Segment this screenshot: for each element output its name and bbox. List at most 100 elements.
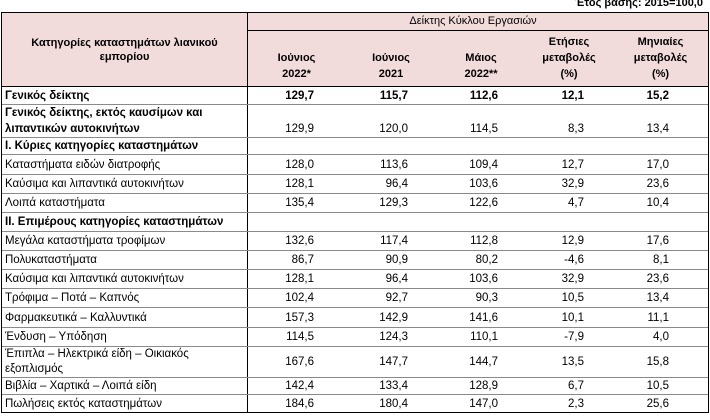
row-label: Πολυκαταστήματα (5, 254, 97, 266)
row-label-cell: Λοιπά καταστήματα (2, 194, 248, 212)
cell-may-2022: 103,6 (469, 273, 498, 285)
header-col-june-2021: Ιούνιος 2021 (345, 31, 437, 86)
empty-cell (437, 213, 525, 231)
row-label: Έπιπλα – Ηλεκτρικά είδη – Οικιακός εξοπλ… (5, 348, 189, 375)
table-row: Καταστήματα ειδών διατροφής 128,0 113,6 … (2, 155, 708, 175)
header-col-line: Ιούνιος (277, 52, 316, 64)
row-label-cell: Γενικός δείκτης, εκτός καυσίμων και λιπα… (2, 105, 248, 137)
header-col-line: Ετήσιες (548, 36, 590, 48)
empty-cell (525, 138, 613, 154)
cell-annual-change: 13,5 (561, 356, 584, 368)
cell-june-2021: 96,4 (385, 178, 408, 190)
cell-june-2022: 167,6 (285, 356, 314, 368)
row-label-cell: Βιβλία – Χαρτικά – Λοιπά είδη (2, 378, 248, 394)
header-col-line: Μηνιαίες (637, 36, 684, 48)
cell-may-2022: 122,6 (469, 197, 498, 209)
row-label: Καύσιμα και λιπαντικά αυτοκινήτων (5, 273, 184, 285)
cell-monthly-change: 11,1 (647, 311, 669, 324)
cell-annual-change: 6,7 (568, 380, 584, 392)
cell-monthly-change: 8,1 (653, 254, 669, 266)
row-label: Καύσιμα και λιπαντικά αυτοκινήτων (5, 178, 184, 190)
cell-annual-change: 4,7 (568, 197, 584, 209)
cell-june-2022: 157,3 (285, 311, 314, 324)
cell-monthly-change: 17,6 (646, 235, 669, 247)
table-row: Μεγάλα καταστήματα τροφίμων 132,6 117,4 … (2, 232, 708, 251)
empty-cell (345, 138, 437, 154)
header-col-line: 2021 (378, 68, 404, 80)
header-col-line: (%) (651, 68, 670, 80)
cell-june-2022: 129,9 (285, 123, 314, 135)
base-year-note: Έτος βάσης: 2015=100,0 (574, 0, 703, 9)
header-category-label: Κατηγορίες καταστημάτων λιανικού εμπορίο… (31, 36, 218, 63)
cell-june-2021: 180,4 (379, 397, 408, 410)
cell-monthly-change: 13,4 (646, 123, 669, 135)
row-label-cell: Τρόφιμα – Ποτά – Καπνός (2, 289, 248, 307)
empty-cell (437, 138, 525, 154)
section-label-cell: II. Επιμέρους κατηγορίες καταστημάτων (2, 213, 248, 231)
cell-may-2022: 114,5 (470, 123, 498, 135)
table-row: Τρόφιμα – Ποτά – Καπνός 102,4 92,7 90,3 … (2, 289, 708, 308)
cell-monthly-change: 15,2 (646, 89, 669, 102)
row-label-cell: Γενικός δείκτης (2, 87, 248, 104)
table-section-row: I. Κύριες κατηγορίες καταστημάτων (2, 138, 708, 155)
section-label: I. Κύριες κατηγορίες καταστημάτων (5, 140, 199, 152)
header-col-june-2022: Ιούνιος 2022* (248, 31, 345, 86)
cell-june-2021: 113,6 (380, 158, 408, 171)
table-row: Πολυκαταστήματα 86,7 90,9 80,2 -4,6 8,1 (2, 251, 708, 270)
empty-cell (248, 213, 345, 231)
cell-may-2022: 110,1 (470, 331, 498, 343)
cell-june-2021: 120,0 (379, 123, 408, 135)
cell-monthly-change: 23,6 (646, 178, 669, 190)
header-col-line: μεταβολές (542, 52, 596, 64)
row-label-cell: Πωλήσεις εκτός καταστημάτων (2, 395, 248, 412)
table-section-row: II. Επιμέρους κατηγορίες καταστημάτων (2, 213, 708, 232)
cell-annual-change: 32,9 (561, 273, 584, 285)
row-label: Βιβλία – Χαρτικά – Λοιπά είδη (5, 380, 157, 392)
cell-monthly-change: 23,6 (646, 273, 669, 285)
table-row-total: Γενικός δείκτης 129,7 115,7 112,6 12,1 1… (2, 87, 708, 105)
table-row: Έπιπλα – Ηλεκτρικά είδη – Οικιακός εξοπλ… (2, 347, 708, 378)
cell-monthly-change: 15,8 (646, 356, 669, 368)
row-label-cell: Καύσιμα και λιπαντικά αυτοκινήτων (2, 175, 248, 193)
empty-cell (525, 213, 613, 231)
retail-turnover-table: Κατηγορίες καταστημάτων λιανικού εμπορίο… (1, 12, 709, 413)
table-row: Λοιπά καταστήματα 135,4 129,3 122,6 4,7 … (2, 194, 708, 213)
row-label: Μεγάλα καταστήματα τροφίμων (5, 235, 166, 247)
section-label-cell: I. Κύριες κατηγορίες καταστημάτων (2, 138, 248, 154)
cell-june-2022: 142,4 (285, 380, 314, 392)
row-label-cell: Φαρμακευτικά – Καλλυντικά (2, 308, 248, 327)
cell-may-2022: 141,6 (469, 311, 498, 324)
cell-annual-change: 12,7 (561, 158, 584, 171)
header-subcolumns: Ιούνιος 2022* Ιούνιος 2021 Μάιος 2022** … (248, 31, 708, 86)
cell-june-2021: 92,7 (385, 292, 408, 304)
table-row: Πωλήσεις εκτός καταστημάτων 184,6 180,4 … (2, 395, 708, 412)
cell-annual-change: 12,1 (561, 89, 584, 102)
header-col-annual-change: Ετήσιες μεταβολές (%) (525, 31, 613, 86)
cell-may-2022: 112,6 (469, 89, 498, 102)
empty-cell (248, 138, 345, 154)
cell-monthly-change: 10,4 (646, 197, 669, 209)
cell-annual-change: -4,6 (564, 254, 584, 266)
cell-june-2021: 147,7 (379, 356, 408, 368)
row-label: Λοιπά καταστήματα (5, 197, 105, 209)
header-category-cell: Κατηγορίες καταστημάτων λιανικού εμπορίο… (2, 13, 248, 86)
row-label: Τρόφιμα – Ποτά – Καπνός (5, 292, 140, 304)
row-label-cell: Μεγάλα καταστήματα τροφίμων (2, 232, 248, 250)
cell-monthly-change: 13,4 (646, 292, 669, 304)
row-label-cell: Πολυκαταστήματα (2, 251, 248, 269)
section-label: II. Επιμέρους κατηγορίες καταστημάτων (5, 216, 224, 228)
cell-june-2022: 128,1 (285, 273, 314, 285)
cell-june-2021: 90,9 (385, 254, 408, 266)
table-row: Βιβλία – Χαρτικά – Λοιπά είδη 142,4 133,… (2, 378, 708, 395)
table-header: Κατηγορίες καταστημάτων λιανικού εμπορίο… (2, 13, 708, 87)
row-label-cell: Ένδυση – Υπόδηση (2, 328, 248, 346)
cell-may-2022: 128,9 (469, 380, 498, 392)
cell-june-2022: 135,4 (285, 197, 314, 209)
cell-annual-change: 32,9 (561, 178, 584, 190)
cell-annual-change: -7,9 (564, 331, 584, 343)
cell-june-2021: 124,3 (379, 331, 408, 343)
table-row: Γενικός δείκτης, εκτός καυσίμων και λιπα… (2, 105, 708, 138)
cell-may-2022: 147,0 (469, 397, 498, 410)
cell-annual-change: 10,5 (561, 292, 584, 304)
cell-june-2021: 96,4 (385, 273, 408, 285)
